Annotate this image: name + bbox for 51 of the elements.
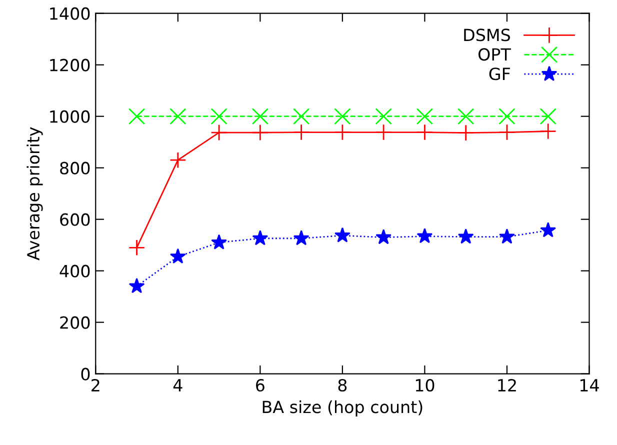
point (211, 234, 227, 250)
y-tick-label: 1000 (50, 110, 90, 123)
point (499, 228, 515, 244)
point (458, 108, 474, 125)
point (498, 124, 516, 141)
x-tick-label: 10 (416, 378, 434, 392)
point (458, 124, 474, 142)
point (375, 124, 392, 141)
point (292, 108, 310, 125)
point (293, 230, 310, 246)
legend-label: GF (489, 68, 510, 80)
x-tick-label: 14 (580, 379, 599, 392)
point (170, 248, 186, 264)
y-tick-label: 1200 (50, 58, 90, 72)
point (170, 108, 186, 125)
point (416, 228, 433, 244)
point (416, 108, 434, 125)
legend-label: DSMS (464, 28, 510, 42)
x-axis-title: BA size (hop count) (262, 400, 422, 416)
y-axis-title: Average priority (26, 127, 43, 260)
x-tick-label: 2 (92, 378, 100, 392)
y-tick-label: 1400 (50, 7, 90, 20)
point (334, 108, 351, 125)
point (210, 124, 228, 141)
point (252, 230, 268, 246)
y-tick-label: 200 (60, 316, 90, 329)
point (540, 122, 556, 140)
y-tick-label: 600 (60, 213, 90, 226)
point (540, 108, 556, 125)
point (210, 108, 228, 125)
point (128, 278, 145, 294)
point (252, 108, 268, 125)
point (334, 227, 350, 242)
legend-label: OPT (478, 48, 511, 61)
point (376, 229, 392, 244)
point (128, 239, 146, 256)
y-tick-label: 400 (60, 264, 90, 278)
y-tick-label: 800 (60, 162, 90, 174)
x-tick-label: 4 (173, 379, 182, 392)
y-tick-label: 0 (81, 368, 90, 380)
point (458, 228, 474, 244)
point (170, 152, 186, 168)
point (334, 124, 351, 141)
point (498, 108, 516, 125)
x-tick-label: 6 (256, 378, 264, 392)
x-tick-label: 8 (338, 378, 347, 392)
point (540, 222, 556, 238)
x-tick-label: 12 (498, 378, 516, 392)
point (252, 124, 268, 141)
point (128, 108, 146, 125)
point (375, 108, 392, 125)
